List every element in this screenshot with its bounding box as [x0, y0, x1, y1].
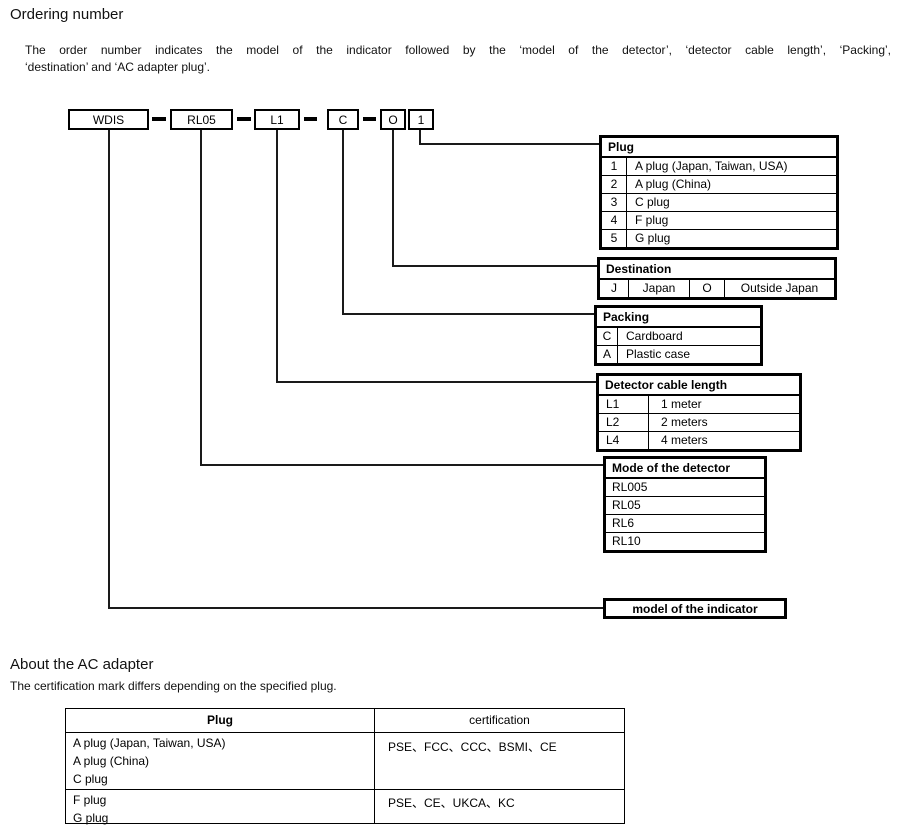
order-box-cable: L1 [254, 109, 300, 130]
intro-paragraph: The order number indicates the model of … [25, 42, 891, 76]
ac-adapter-table-header: Plug certification [66, 709, 624, 733]
packing-table-title: Packing [597, 308, 760, 328]
connector-line-indicator [108, 130, 110, 609]
cable-code-text: L2 [606, 415, 620, 429]
packing-label: Plastic case [626, 347, 691, 361]
plug-label: C plug [635, 195, 670, 209]
connector-line-plug [419, 130, 421, 145]
cable-length-table-title: Detector cable length [599, 376, 799, 396]
table-row: C Cardboard [597, 328, 760, 345]
column-header-certification: certification [469, 713, 530, 727]
destination-table: Destination J Japan O Outside Japan [597, 257, 837, 300]
order-box-packing: C [327, 109, 359, 130]
destination-table-title: Destination [600, 260, 834, 280]
table-row: RL6 [606, 514, 764, 532]
table-row: 3 C plug [602, 193, 836, 211]
cable-code-text: L1 [606, 397, 620, 411]
order-box-indicator: WDIS [68, 109, 149, 130]
table-row: F plug G plug PSE、CE、UKCA、KC [66, 790, 624, 825]
plug-item: C plug [73, 772, 108, 786]
cable-code: L4 [599, 432, 649, 449]
plug-label: A plug (Japan, Taiwan, USA) [635, 159, 788, 173]
plug-label: G plug [635, 231, 671, 245]
plug-group: F plug G plug [66, 790, 375, 825]
cable-label: 2 meters [661, 415, 708, 429]
page-title: Ordering number [10, 6, 124, 23]
mode-table: Mode of the detector RL005 RL05 RL6 RL10 [603, 456, 767, 553]
order-box-plug: 1 [408, 109, 434, 130]
connector-line-mode [200, 130, 202, 466]
destination-code: J [600, 280, 629, 297]
table-row: RL05 [606, 496, 764, 514]
table-row: L4 4 meters [599, 431, 799, 449]
plug-code: 1 [602, 158, 627, 175]
certification-value: PSE、CE、UKCA、KC [388, 796, 515, 810]
table-row: A Plastic case [597, 345, 760, 363]
order-separator-dash [304, 117, 317, 121]
cable-code: L1 [599, 396, 649, 413]
plug-label: A plug (China) [635, 177, 712, 191]
ac-adapter-subtitle: The certification mark differs depending… [10, 679, 337, 693]
table-row: A plug (Japan, Taiwan, USA) A plug (Chin… [66, 733, 624, 790]
order-box-detector: RL05 [170, 109, 233, 130]
plug-table-title: Plug [602, 138, 836, 158]
cable-code: L2 [599, 414, 649, 431]
order-separator-dash [237, 117, 251, 121]
packing-table: Packing C Cardboard A Plastic case [594, 305, 763, 366]
table-row: L2 2 meters [599, 413, 799, 431]
connector-line-indicator [108, 607, 603, 609]
plug-code: 4 [602, 212, 627, 229]
connector-line-mode [200, 464, 603, 466]
cable-label: 4 meters [661, 433, 708, 447]
order-separator-dash [152, 117, 166, 121]
ac-adapter-table: Plug certification A plug (Japan, Taiwan… [65, 708, 625, 825]
table-row: RL005 [612, 480, 648, 494]
table-row: L1 1 meter [599, 396, 799, 413]
table-row: 1 A plug (Japan, Taiwan, USA) [602, 158, 836, 175]
ac-adapter-title: About the AC adapter [10, 656, 154, 673]
indicator-label-box: model of the indicator [603, 598, 787, 619]
order-separator-dash [363, 117, 376, 121]
cable-label: 1 meter [661, 397, 702, 411]
plug-code: 5 [602, 230, 627, 247]
mode-table-title: Mode of the detector [606, 459, 764, 479]
packing-label: Cardboard [626, 329, 683, 343]
plug-label: F plug [635, 213, 669, 227]
connector-line-cable [276, 381, 596, 383]
connector-line-destination [392, 265, 597, 267]
table-row: 2 A plug (China) [602, 175, 836, 193]
destination-code: O [690, 280, 725, 297]
cable-code-text: L4 [606, 433, 620, 447]
connector-line-destination [392, 130, 394, 267]
connector-line-plug [419, 143, 600, 145]
certification-value: PSE、FCC、CCC、BSMI、CE [388, 740, 557, 754]
plug-group: A plug (Japan, Taiwan, USA) A plug (Chin… [66, 733, 375, 789]
column-header-plug: Plug [66, 709, 375, 732]
plug-table: Plug 1 A plug (Japan, Taiwan, USA) 2 A p… [599, 135, 839, 250]
table-row: J Japan O Outside Japan [600, 280, 834, 297]
connector-line-packing [342, 313, 594, 315]
plug-item: F plug [73, 793, 107, 807]
table-row: 5 G plug [602, 229, 836, 247]
plug-item: A plug (Japan, Taiwan, USA) [73, 736, 226, 750]
destination-label: Outside Japan [740, 281, 819, 295]
intro-line-1: The order number indicates the model of … [25, 43, 891, 57]
connector-line-packing [342, 130, 344, 315]
order-box-destination: O [380, 109, 406, 130]
plug-code: 2 [602, 176, 627, 193]
packing-code: C [597, 328, 618, 345]
destination-label: Japan [629, 280, 690, 297]
cable-length-table: Detector cable length L1 1 meter L2 2 me… [596, 373, 802, 452]
plug-code: 3 [602, 194, 627, 211]
plug-item: G plug [73, 811, 109, 825]
intro-line-2: ‘destination’ and ‘AC adapter plug’. [25, 60, 211, 74]
packing-code: A [597, 346, 618, 363]
plug-item: A plug (China) [73, 754, 150, 768]
connector-line-cable [276, 130, 278, 383]
table-row: 4 F plug [602, 211, 836, 229]
table-row: RL10 [606, 532, 764, 550]
